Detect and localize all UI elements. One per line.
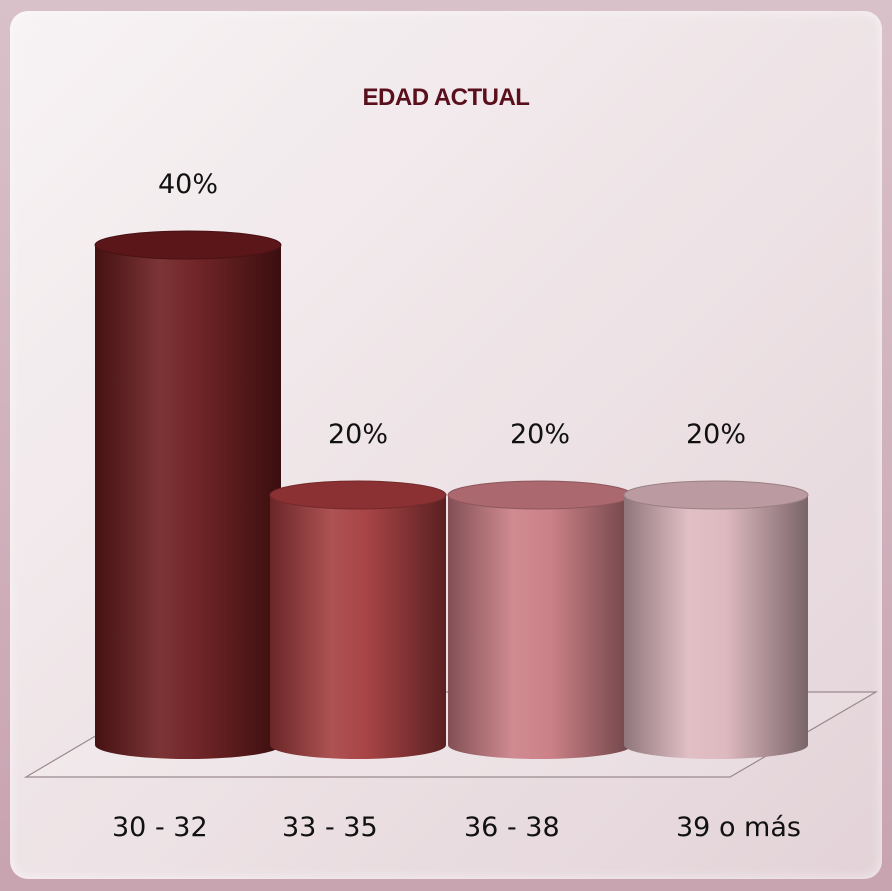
chart-title: EDAD ACTUAL (362, 84, 530, 111)
bar-top-1 (94, 230, 282, 260)
data-label-4: 20% (686, 419, 746, 450)
data-label-2: 20% (328, 419, 388, 450)
bar-top-3 (447, 480, 633, 510)
bar-top-4 (623, 480, 809, 510)
bar-top-2 (269, 480, 447, 510)
category-label-4: 39 o más (676, 812, 801, 843)
data-label-3: 20% (510, 419, 570, 450)
category-label-3: 36 - 38 (464, 812, 560, 843)
bar-3 (448, 495, 632, 759)
bar-1 (95, 245, 281, 759)
category-label-2: 33 - 35 (282, 812, 378, 843)
bar-2 (270, 495, 446, 759)
bar-4 (624, 495, 808, 759)
category-label-1: 30 - 32 (112, 812, 208, 843)
data-label-1: 40% (158, 169, 218, 200)
